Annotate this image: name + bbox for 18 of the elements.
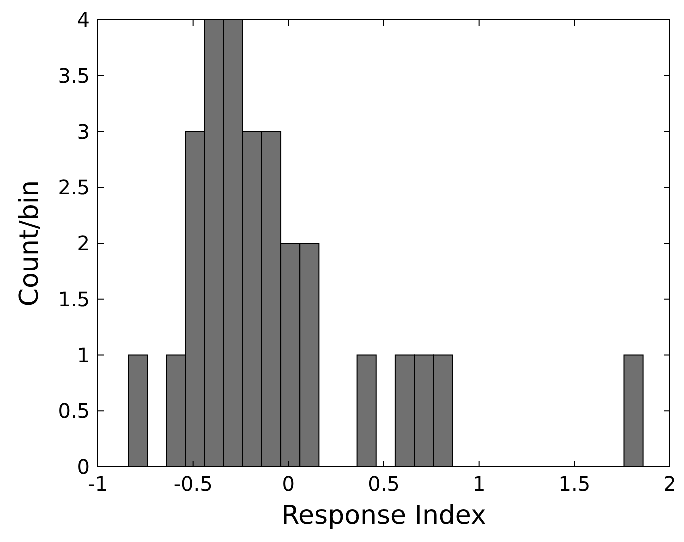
x-tick-label: 0 <box>282 472 296 496</box>
y-tick-label: 3 <box>77 120 90 144</box>
y-axis-title: Count/bin <box>15 180 45 307</box>
x-axis-title: Response Index <box>282 501 486 531</box>
y-tick-label: 1.5 <box>58 287 90 312</box>
x-tick-label: 2 <box>664 472 676 496</box>
x-tick-label: -0.5 <box>174 472 213 496</box>
y-tick-label: 2 <box>77 232 90 256</box>
x-tick-label: -1 <box>88 472 108 496</box>
y-tick-label: 3.5 <box>58 64 90 88</box>
y-tick-label: 4 <box>77 8 90 32</box>
y-tick-label: 0 <box>77 455 90 479</box>
x-tick-label: 1.5 <box>558 472 591 496</box>
x-tick-label: 1 <box>472 472 486 496</box>
x-tick-label: 0.5 <box>368 472 400 496</box>
y-tick-label: 0.5 <box>58 399 90 424</box>
y-tick-label: 1 <box>77 343 90 368</box>
y-tick-label: 2.5 <box>58 176 90 200</box>
